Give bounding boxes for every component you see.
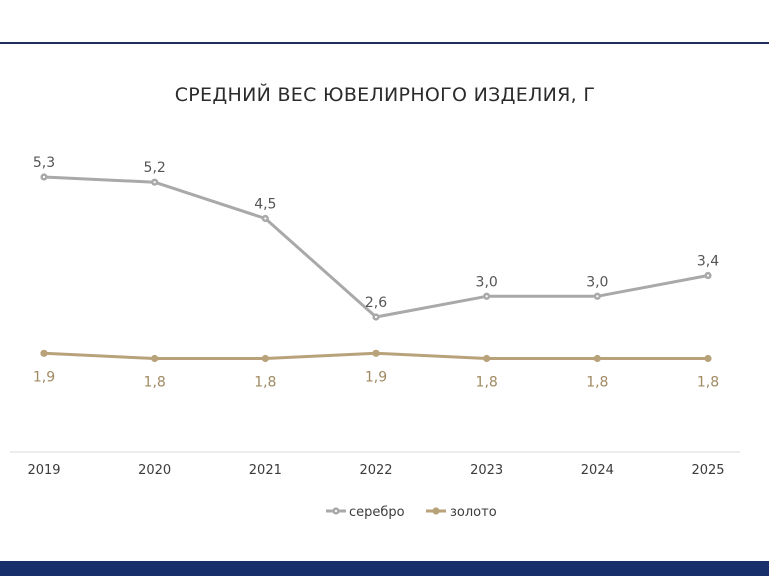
- x-tick-label: 2022: [359, 463, 392, 478]
- data-point[interactable]: [151, 354, 159, 363]
- data-label: 3,0: [586, 274, 608, 290]
- data-point-center: [596, 295, 599, 298]
- series-layer: 5,3 5,24,52,63,0 3,03,41,9 1,8 1,8 1,9 1,8 1,8 1…: [33, 155, 719, 391]
- data-label: 1,9: [33, 369, 55, 385]
- x-tick-label: 2025: [691, 463, 724, 478]
- data-label: 1,8: [697, 375, 719, 391]
- data-label: 1,8: [144, 375, 166, 391]
- data-label: 4,5: [254, 196, 276, 212]
- data-point-center: [42, 175, 46, 179]
- x-tick-label: 2019: [27, 463, 60, 478]
- data-point[interactable]: [483, 354, 491, 363]
- data-point-center: [153, 181, 156, 184]
- legend-item-серебро[interactable]: серебро: [326, 505, 405, 520]
- data-label: 2,6: [365, 295, 387, 311]
- data-point-center: [374, 315, 378, 319]
- legend[interactable]: серебро золото: [326, 505, 497, 520]
- data-label: 1,8: [476, 375, 498, 391]
- chart-title: СРЕДНИЙ ВЕС ЮВЕЛИРНОГО ИЗДЕЛИЯ, Г: [175, 83, 596, 106]
- data-label: 5,3: [33, 155, 55, 171]
- header-divider: [0, 42, 769, 44]
- legend-label: серебро: [349, 505, 405, 520]
- series-серебро: 5,3 5,2 4,5 2,6 3,0 3,0 3,4: [33, 155, 719, 321]
- data-point[interactable]: [372, 349, 380, 357]
- data-point-center: [264, 217, 267, 220]
- data-point[interactable]: [40, 349, 48, 357]
- footer-band: [0, 561, 769, 576]
- data-label: 1,9: [365, 369, 387, 385]
- data-label: 5,2: [144, 160, 166, 176]
- legend-swatch-center: [334, 509, 338, 513]
- x-tick-label: 2023: [470, 463, 503, 478]
- data-label: 1,8: [586, 375, 608, 391]
- data-label: 1,8: [254, 375, 276, 391]
- data-point[interactable]: [593, 354, 601, 363]
- x-tick-label: 2020: [138, 463, 171, 478]
- data-label: 3,0: [476, 274, 498, 290]
- data-point-center: [706, 274, 710, 277]
- data-point-center: [485, 295, 488, 298]
- legend-label: золото: [450, 505, 497, 520]
- data-point[interactable]: [704, 354, 712, 363]
- data-label: 3,4: [697, 254, 719, 270]
- legend-item-золото[interactable]: золото: [426, 505, 497, 520]
- legend-swatch-marker: [432, 507, 440, 515]
- x-tick-label: 2021: [249, 463, 282, 478]
- x-tick-label: 2024: [581, 463, 614, 478]
- data-point[interactable]: [261, 354, 269, 363]
- x-tick-labels: 2019 2020 2021 2022 2023 2024 2025: [27, 463, 724, 478]
- series-золото: 1,9 1,8 1,8 1,9 1,8 1,8 1,8: [33, 349, 719, 391]
